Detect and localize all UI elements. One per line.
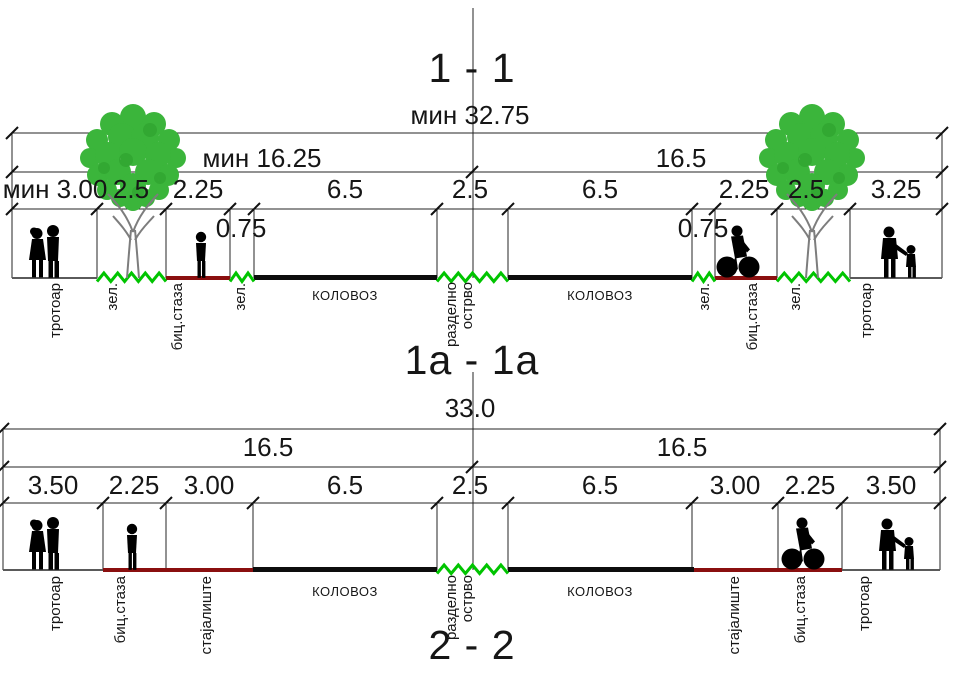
zone-label-bike-path: биц.стаза	[792, 576, 809, 644]
section-2-title: 1a - 1a	[404, 337, 540, 383]
zone-label-roadway: КОЛОВОЗ	[312, 288, 378, 303]
zone-label-median-island: острво	[459, 282, 476, 330]
segment-dim: мин 3.00	[2, 174, 108, 204]
segment-dim: 3.50	[27, 470, 79, 500]
segment-dim: 6.5	[581, 174, 619, 204]
sub-dim: 0.75	[677, 213, 729, 243]
zone-label-greenery: зел.	[104, 283, 121, 311]
segment-dim: 3.50	[865, 470, 917, 500]
segment-dim: 6.5	[326, 174, 364, 204]
section-3-title: 2 - 2	[428, 622, 516, 668]
zone-label-greenery: зел.	[787, 283, 804, 311]
segment-dim: 2.25	[784, 470, 836, 500]
zone-label-bus-stop: стајалиште	[198, 576, 215, 655]
segment-dim: 2.25	[718, 174, 770, 204]
segment-dim: 2.5	[451, 470, 489, 500]
zone-label-bike-path: биц.стаза	[169, 283, 186, 351]
segment-dim: 2.25	[172, 174, 224, 204]
grass-zigzag	[228, 270, 256, 285]
left-half-dim: 16.5	[242, 432, 294, 462]
section-1a-1a-figures	[29, 517, 914, 570]
section-1-1-ground	[12, 270, 942, 285]
dimension-ticks	[5, 126, 949, 216]
zone-label-sidewalk: тротоар	[47, 283, 64, 338]
segment-dim: 2.5	[451, 174, 489, 204]
zone-label-bike-path: биц.стаза	[112, 576, 129, 644]
zone-label-sidewalk: тротоар	[47, 576, 64, 631]
segment-dim: 2.5	[787, 174, 825, 204]
segment-dim: 3.00	[709, 470, 761, 500]
right-half-dim: 16.5	[655, 143, 707, 173]
zone-label-median-island: острво	[459, 575, 476, 623]
section-1-title: 1 - 1	[428, 45, 516, 91]
zone-label-greenery: зел.	[696, 283, 713, 311]
segment-dim: 6.5	[581, 470, 619, 500]
zone-label-greenery: зел.	[232, 283, 249, 311]
total-width-dim: мин 32.75	[410, 100, 530, 130]
grass-zigzag	[690, 270, 717, 285]
zone-label-roadway: КОЛОВОЗ	[312, 584, 378, 599]
sub-dim: 0.75	[215, 213, 267, 243]
right-half-dim: 16.5	[656, 432, 708, 462]
segment-dim: 3.25	[870, 174, 922, 204]
grass-zigzag	[435, 270, 510, 284]
zone-label-roadway: КОЛОВОЗ	[567, 288, 633, 303]
zone-label-bus-stop: стајалиште	[726, 576, 743, 655]
section-1a-1a-lines	[0, 372, 947, 570]
left-half-dim: мин 16.25	[202, 143, 322, 173]
grass-zigzag	[435, 562, 510, 576]
zone-label-bike-path: биц.стаза	[744, 283, 761, 351]
segment-dim: 6.5	[326, 470, 364, 500]
grass-zigzag	[95, 270, 168, 284]
segment-dim: 3.00	[183, 470, 235, 500]
zone-label-sidewalk: тротоар	[856, 576, 873, 631]
grass-zigzag	[775, 270, 852, 284]
section-1a-1a-ground	[3, 562, 940, 576]
segment-dim: 2.25	[108, 470, 160, 500]
total-width-dim: 33.0	[444, 393, 496, 423]
zone-label-sidewalk: тротоар	[858, 283, 875, 338]
zone-label-roadway: КОЛОВОЗ	[567, 584, 633, 599]
segment-dim: 2.5	[112, 174, 150, 204]
dimension-ticks	[0, 422, 947, 510]
